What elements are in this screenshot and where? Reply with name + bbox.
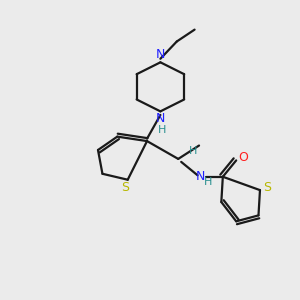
Text: S: S (263, 181, 272, 194)
Text: H: H (204, 177, 212, 187)
Text: N: N (156, 48, 165, 62)
Text: N: N (196, 170, 205, 183)
Text: H: H (189, 146, 197, 157)
Text: H: H (158, 125, 167, 135)
Text: O: O (238, 151, 248, 164)
Text: S: S (121, 181, 129, 194)
Text: N: N (156, 112, 165, 125)
